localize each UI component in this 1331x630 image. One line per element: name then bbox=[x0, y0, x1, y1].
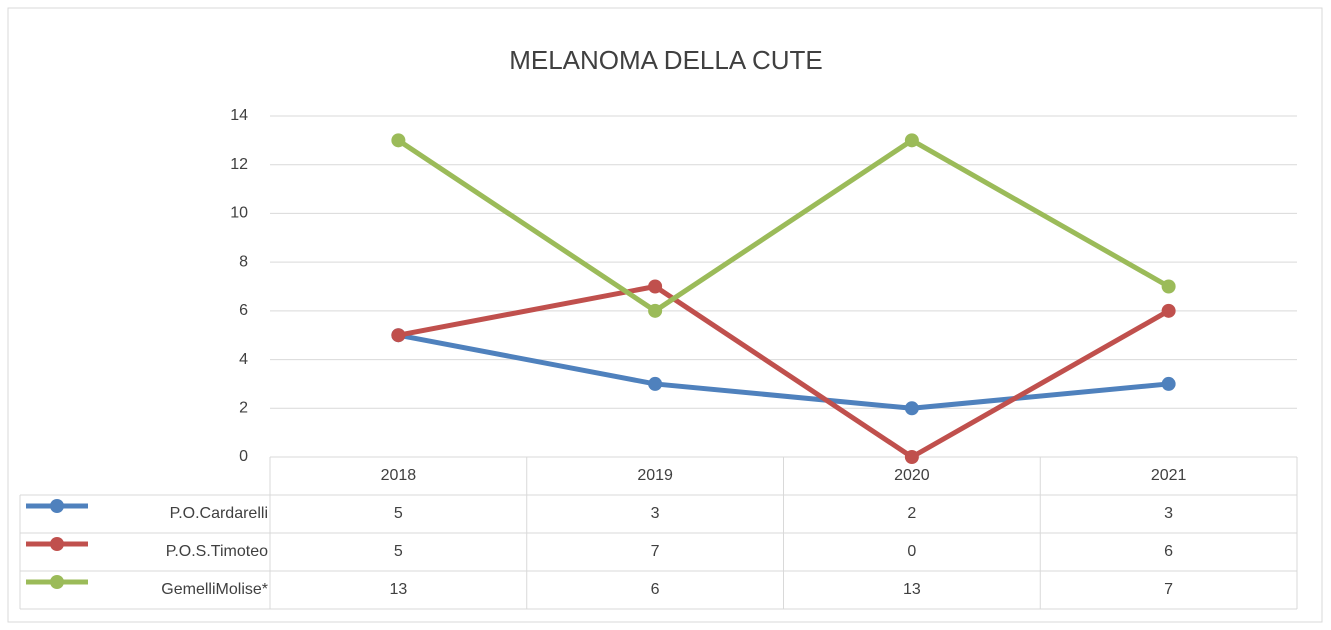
legend-label: GemelliMolise* bbox=[161, 581, 268, 598]
legend-label: P.O.Cardarelli bbox=[170, 505, 268, 522]
x-tick-label: 2021 bbox=[1151, 467, 1187, 484]
marker bbox=[904, 401, 919, 416]
marker bbox=[648, 303, 663, 318]
chart-title: MELANOMA DELLA CUTE bbox=[509, 45, 823, 75]
y-tick-label: 0 bbox=[239, 448, 248, 465]
y-tick-label: 2 bbox=[239, 400, 248, 417]
series-line bbox=[396, 137, 1170, 314]
table-value: 13 bbox=[903, 581, 921, 598]
table-value: 5 bbox=[394, 543, 403, 560]
table-value: 3 bbox=[1164, 505, 1173, 522]
table-value: 13 bbox=[389, 581, 407, 598]
x-tick-label: 2020 bbox=[894, 467, 930, 484]
marker bbox=[391, 133, 406, 148]
chart-frame bbox=[7, 7, 1323, 623]
marker bbox=[1161, 279, 1176, 294]
y-tick-label: 8 bbox=[239, 253, 248, 270]
x-tick-label: 2019 bbox=[637, 467, 673, 484]
legend-label: P.O.S.Timoteo bbox=[166, 543, 268, 560]
series-line bbox=[397, 332, 1169, 411]
series-line bbox=[397, 284, 1170, 460]
y-tick-label: 10 bbox=[230, 205, 248, 222]
table-value: 6 bbox=[1164, 543, 1173, 560]
y-tick-label: 6 bbox=[239, 302, 248, 319]
marker bbox=[391, 328, 406, 343]
table-value: 6 bbox=[651, 581, 660, 598]
table-value: 0 bbox=[907, 543, 916, 560]
x-tick-label: 2018 bbox=[381, 467, 417, 484]
marker bbox=[904, 450, 919, 464]
marker bbox=[648, 279, 663, 294]
table-value: 7 bbox=[651, 543, 660, 560]
table-value: 5 bbox=[394, 505, 403, 522]
y-tick-label: 12 bbox=[230, 156, 248, 173]
table-value: 3 bbox=[651, 505, 660, 522]
marker bbox=[904, 133, 919, 148]
legend-marker bbox=[50, 575, 64, 589]
marker bbox=[648, 376, 663, 391]
legend-marker bbox=[50, 537, 64, 551]
y-tick-label: 4 bbox=[239, 351, 248, 368]
marker bbox=[1161, 303, 1176, 318]
marker bbox=[1161, 376, 1176, 391]
table-value: 2 bbox=[907, 505, 916, 522]
legend-marker bbox=[50, 499, 64, 513]
y-tick-label: 14 bbox=[230, 107, 248, 124]
table-value: 7 bbox=[1164, 581, 1173, 598]
